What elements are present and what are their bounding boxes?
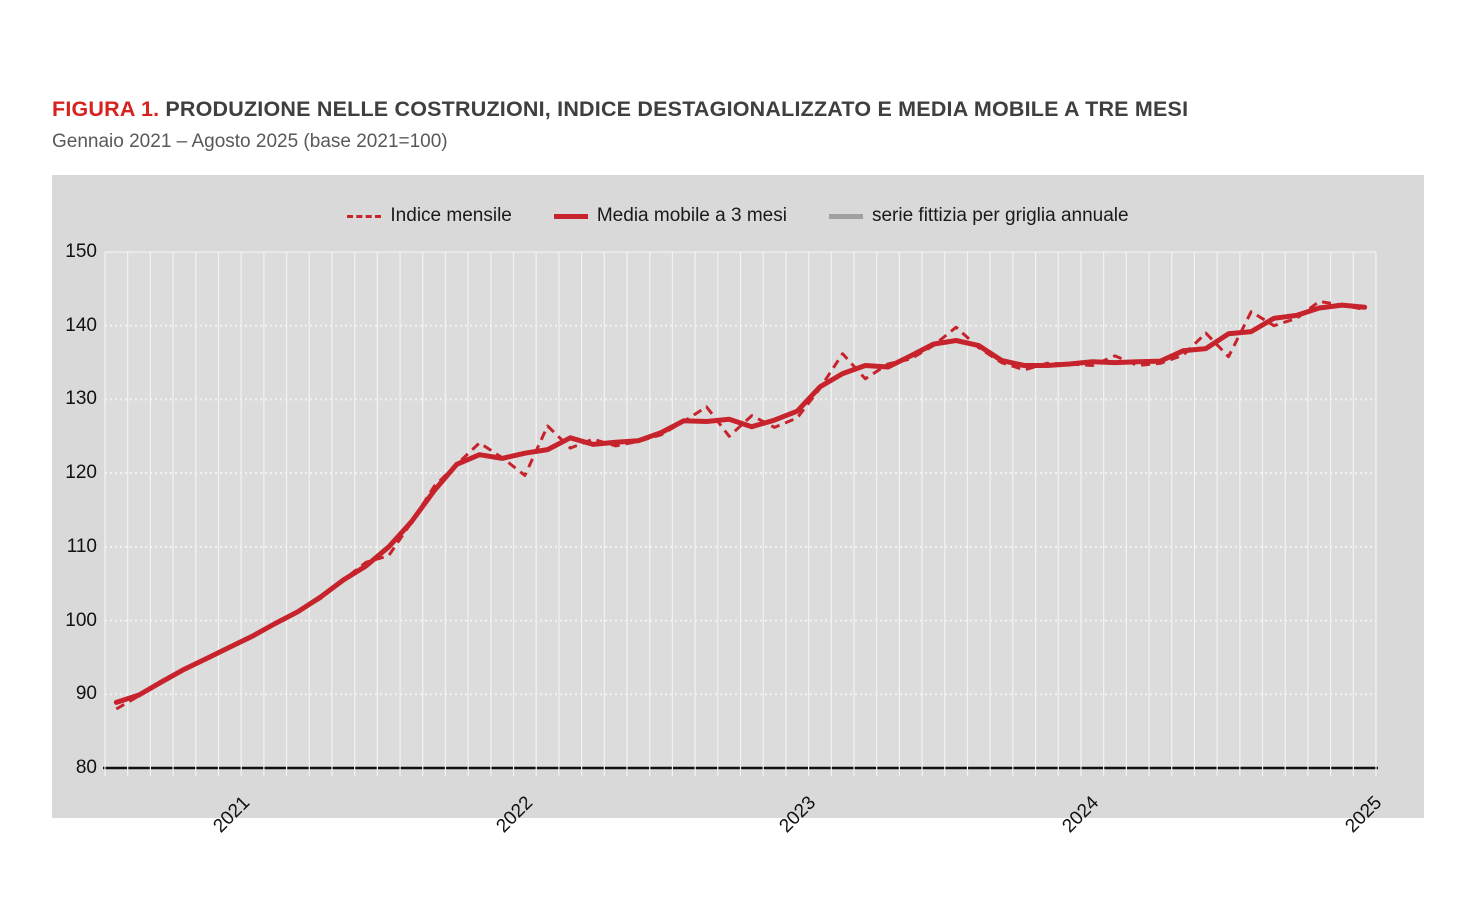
y-axis-tick-label: 90 <box>75 683 97 705</box>
y-axis-tick-label: 80 <box>75 757 97 778</box>
y-axis-tick-label: 150 <box>65 241 97 262</box>
figure-title-text: PRODUZIONE NELLE COSTRUZIONI, INDICE DES… <box>165 97 1189 121</box>
y-axis-tick-label: 120 <box>65 462 97 484</box>
y-axis-tick-label: 110 <box>66 535 97 557</box>
figure-header: FIGURA 1. PRODUZIONE NELLE COSTRUZIONI, I… <box>52 97 1432 153</box>
chart-plot <box>103 251 1378 776</box>
series-line-monthly-index <box>115 299 1365 711</box>
y-axis-tick-label: 140 <box>65 314 97 336</box>
page-title: FIGURA 1. PRODUZIONE NELLE COSTRUZIONI, I… <box>52 97 1432 122</box>
figure-subtitle: Gennaio 2021 – Agosto 2025 (base 2021=10… <box>52 131 448 152</box>
chart-panel: Indice mensile Media mobile a 3 mesi serie… <box>52 175 1424 837</box>
figure-label: FIGURA 1. <box>52 97 160 121</box>
y-axis-tick-label: 130 <box>65 388 97 410</box>
series-line-moving-average <box>113 302 1368 705</box>
y-axis-tick-label: 100 <box>65 609 97 631</box>
